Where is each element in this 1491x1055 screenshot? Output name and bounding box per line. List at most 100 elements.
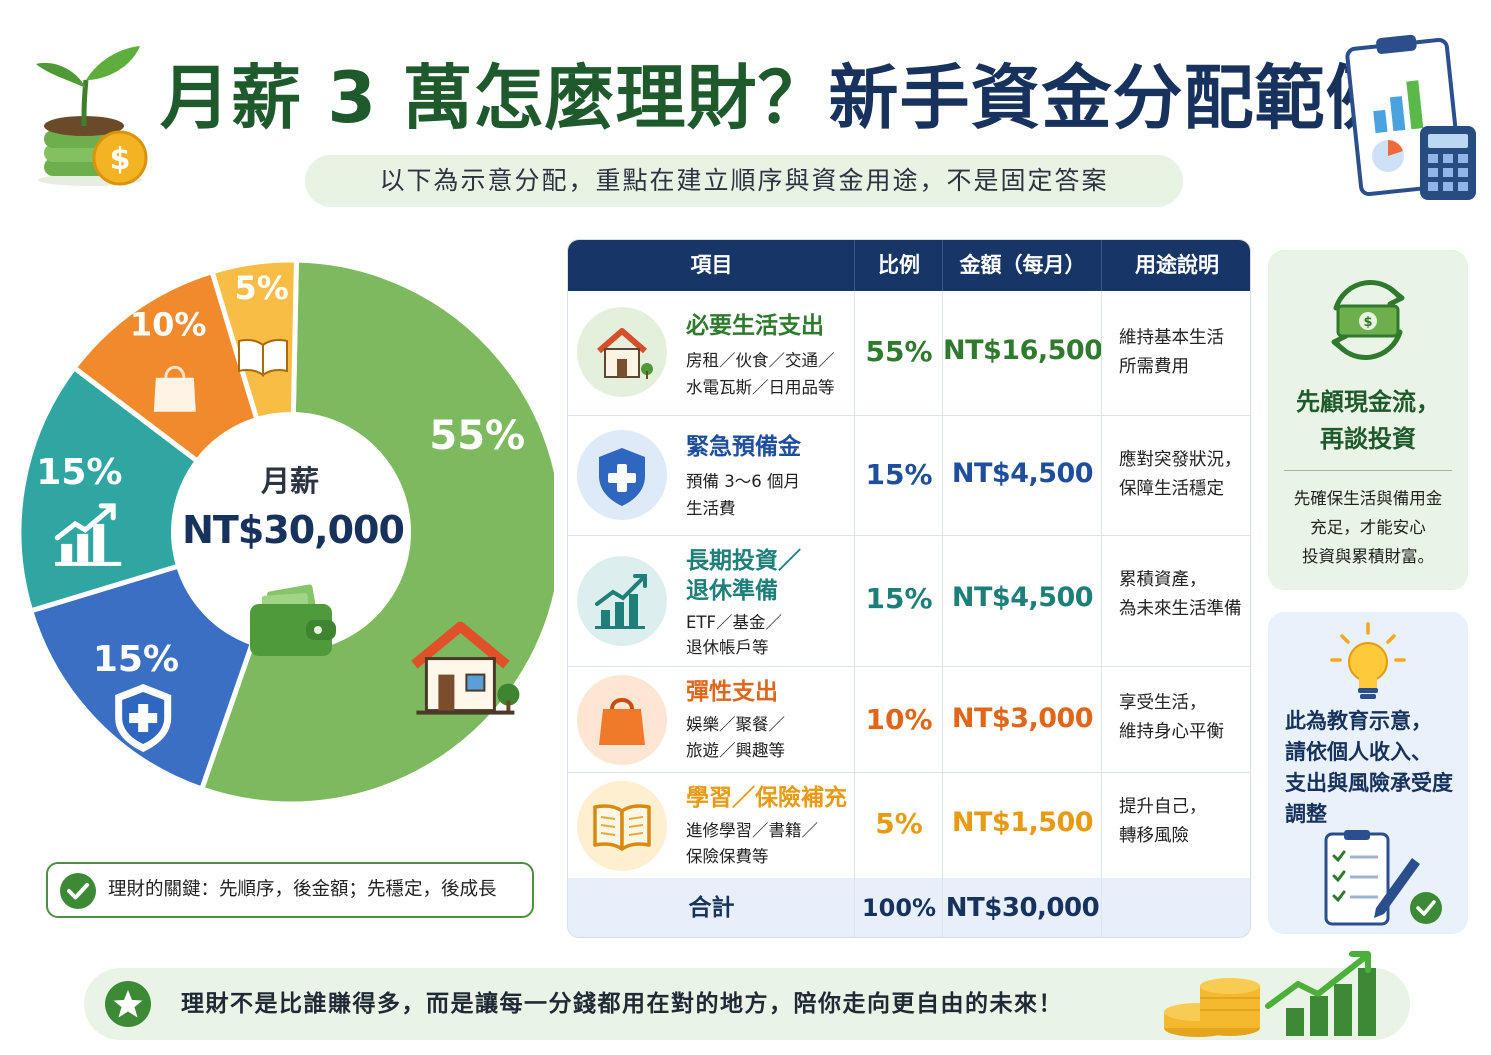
row-3-pct: 15%: [865, 582, 933, 615]
th-item: 項目: [690, 253, 733, 277]
key-note: 理財的關鍵：先順序，後金額；先穩定，後成長: [46, 862, 534, 918]
shopping-bag-icon: [577, 675, 667, 765]
cashflow-body-line-2: 充足，才能安心: [1310, 518, 1426, 537]
cashflow-heading-line-2: 再談投資: [1320, 425, 1416, 453]
row-2-use-1: 應對突發狀況，: [1119, 450, 1242, 470]
row-3-desc-2: 退休帳戶等: [686, 638, 769, 657]
page-title: 月薪 3 萬怎麼理財？新手資金分配範例: [160, 48, 1395, 148]
cashflow-body: 先確保生活與備用金 充足，才能安心 投資與累積財富。: [1268, 484, 1468, 571]
row-4-use-1: 享受生活，: [1119, 693, 1207, 713]
cashflow-body-line-1: 先確保生活與備用金: [1293, 489, 1443, 508]
row-4-use-2: 維持身心平衡: [1119, 722, 1224, 742]
star-icon: [105, 981, 151, 1027]
cashflow-heading-line-1: 先顧現金流，: [1296, 388, 1440, 416]
donut-label-2: 15%: [93, 639, 179, 680]
book-icon: [237, 338, 288, 377]
row-4-desc-1: 娛樂／聚餐／: [686, 715, 785, 734]
cashflow-heading: 先顧現金流， 再談投資: [1268, 384, 1468, 458]
row-5-desc-2: 保險保費等: [686, 847, 769, 866]
svg-text:$: $: [110, 142, 131, 177]
title-part-2: 新手資金分配範例: [828, 57, 1397, 139]
edu-line-4: 調整: [1285, 802, 1327, 826]
house-icon: [577, 307, 667, 397]
allocation-table: 項目 比例 金額（每月） 用途說明 必要生活支出 房租／伙食／交通／ 水電瓦斯／…: [567, 239, 1251, 938]
row-1-title: 必要生活支出: [686, 313, 824, 339]
total-amount: NT$30,000: [945, 893, 1100, 923]
edu-line-2: 請依個人收入、: [1285, 740, 1432, 764]
donut-label-4: 10%: [130, 306, 207, 344]
row-2-desc-2: 生活費: [686, 499, 736, 518]
row-2-pct: 15%: [865, 458, 933, 491]
shopping-bag-icon: [153, 365, 196, 412]
row-3-title-2: 退休準備: [686, 578, 778, 604]
row-3-title-1: 長期投資／: [686, 548, 801, 574]
table-total-row: 合計 100% NT$30,000: [568, 878, 1250, 937]
row-1-use-2: 所需費用: [1119, 357, 1189, 377]
row-2-title: 緊急預備金: [686, 434, 801, 460]
subtitle: 以下為示意分配，重點在建立順序與資金用途，不是固定答案: [305, 155, 1183, 207]
title-part-1: 月薪 3 萬怎麼理財？: [160, 57, 829, 139]
row-1-pct: 55%: [865, 335, 933, 368]
growth-bars-icon: [1265, 951, 1376, 1036]
edu-line-1: 此為教育示意，: [1285, 709, 1432, 733]
row-5-desc-1: 進修學習／書籍／: [686, 821, 818, 840]
row-4-title: 彈性支出: [686, 679, 778, 705]
row-3-amount: NT$4,500: [951, 582, 1094, 613]
row-2-desc-1: 預備 3～6 個月: [686, 472, 800, 491]
shield-plus-icon: [577, 430, 667, 520]
education-note-text: 此為教育示意， 請依個人收入、 支出與風險承受度 調整: [1285, 706, 1465, 830]
growth-chart-icon: [577, 556, 667, 646]
edu-line-3: 支出與風險承受度: [1285, 771, 1453, 795]
table-row: 長期投資／ 退休準備 ETF／基金／ 退休帳戶等 15% NT$4,500 累積…: [568, 536, 1250, 667]
th-ratio: 比例: [878, 253, 920, 277]
row-5-title: 學習／保險補充: [686, 785, 847, 811]
growth-chart-icon: [54, 503, 122, 566]
row-3-use-2: 為未來生活準備: [1119, 599, 1242, 619]
row-5-use-1: 提升自己，: [1119, 797, 1207, 817]
coins-growth-icon: [1164, 951, 1376, 1037]
cashflow-card: $ 先顧現金流， 再談投資 先確保生活與備用金 充足，才能安心 投資與累積財富。: [1268, 250, 1468, 590]
row-1-desc-2: 水電瓦斯／日用品等: [686, 378, 835, 397]
row-1-desc-1: 房租／伙食／交通／: [686, 351, 835, 370]
row-1-amount: NT$16,500: [943, 335, 1103, 366]
total-pct: 100%: [861, 894, 937, 922]
key-note-text: 理財的關鍵：先順序，後金額；先穩定，後成長: [108, 879, 497, 900]
row-5-pct: 5%: [875, 807, 923, 840]
allocation-donut-chart: 55% 15% 15% 10% 5%: [16, 257, 554, 807]
row-1-use-1: 維持基本生活: [1119, 328, 1224, 348]
row-4-desc-2: 旅遊／興趣等: [686, 741, 785, 760]
donut-hole: [171, 412, 411, 652]
row-2-amount: NT$4,500: [951, 458, 1094, 489]
donut-label-1: 55%: [429, 413, 525, 459]
donut-center-label: 月薪: [260, 464, 319, 498]
donut-center-value: NT$30,000: [182, 508, 405, 552]
wallet-icon: [250, 584, 336, 656]
donut-label-5: 5%: [234, 269, 288, 307]
row-2-use-2: 保障生活穩定: [1119, 479, 1224, 499]
report-calculator-icon: [1345, 34, 1476, 200]
sprout-coins-icon: $: [36, 46, 148, 186]
education-note-card: 此為教育示意， 請依個人收入、 支出與風險承受度 調整: [1268, 612, 1468, 934]
svg-text:$: $: [1363, 315, 1372, 330]
table-row: 學習／保險補充 進修學習／書籍／ 保險保費等 5% NT$1,500 提升自己，…: [568, 773, 1250, 878]
lightbulb-icon: [1330, 622, 1406, 699]
total-label: 合計: [688, 895, 735, 921]
coins-icon: [1164, 978, 1260, 1037]
donut-label-3: 15%: [36, 452, 122, 493]
row-5-amount: NT$1,500: [951, 807, 1094, 838]
row-5-use-2: 轉移風險: [1119, 826, 1189, 846]
banner-text: 理財不是比誰賺得多，而是讓每一分錢都用在對的地方，陪你走向更自由的未來！: [181, 991, 1063, 1017]
row-3-use-1: 累積資產，: [1119, 570, 1207, 590]
bottom-banner: 理財不是比誰賺得多，而是讓每一分錢都用在對的地方，陪你走向更自由的未來！: [84, 968, 1410, 1040]
house-icon: [411, 621, 520, 715]
cash-cycle-icon: $: [1331, 280, 1405, 360]
check-circle-icon: [60, 873, 96, 909]
table-header: 項目 比例 金額（每月） 用途說明: [568, 240, 1250, 291]
checklist-clipboard-icon: [1324, 830, 1442, 926]
book-icon: [577, 781, 667, 871]
row-3-desc-1: ETF／基金／: [686, 613, 782, 632]
shield-plus-icon: [115, 684, 172, 753]
row-4-pct: 10%: [865, 703, 933, 736]
th-amount: 金額（每月）: [959, 253, 1086, 277]
th-usage: 用途說明: [1135, 253, 1219, 277]
